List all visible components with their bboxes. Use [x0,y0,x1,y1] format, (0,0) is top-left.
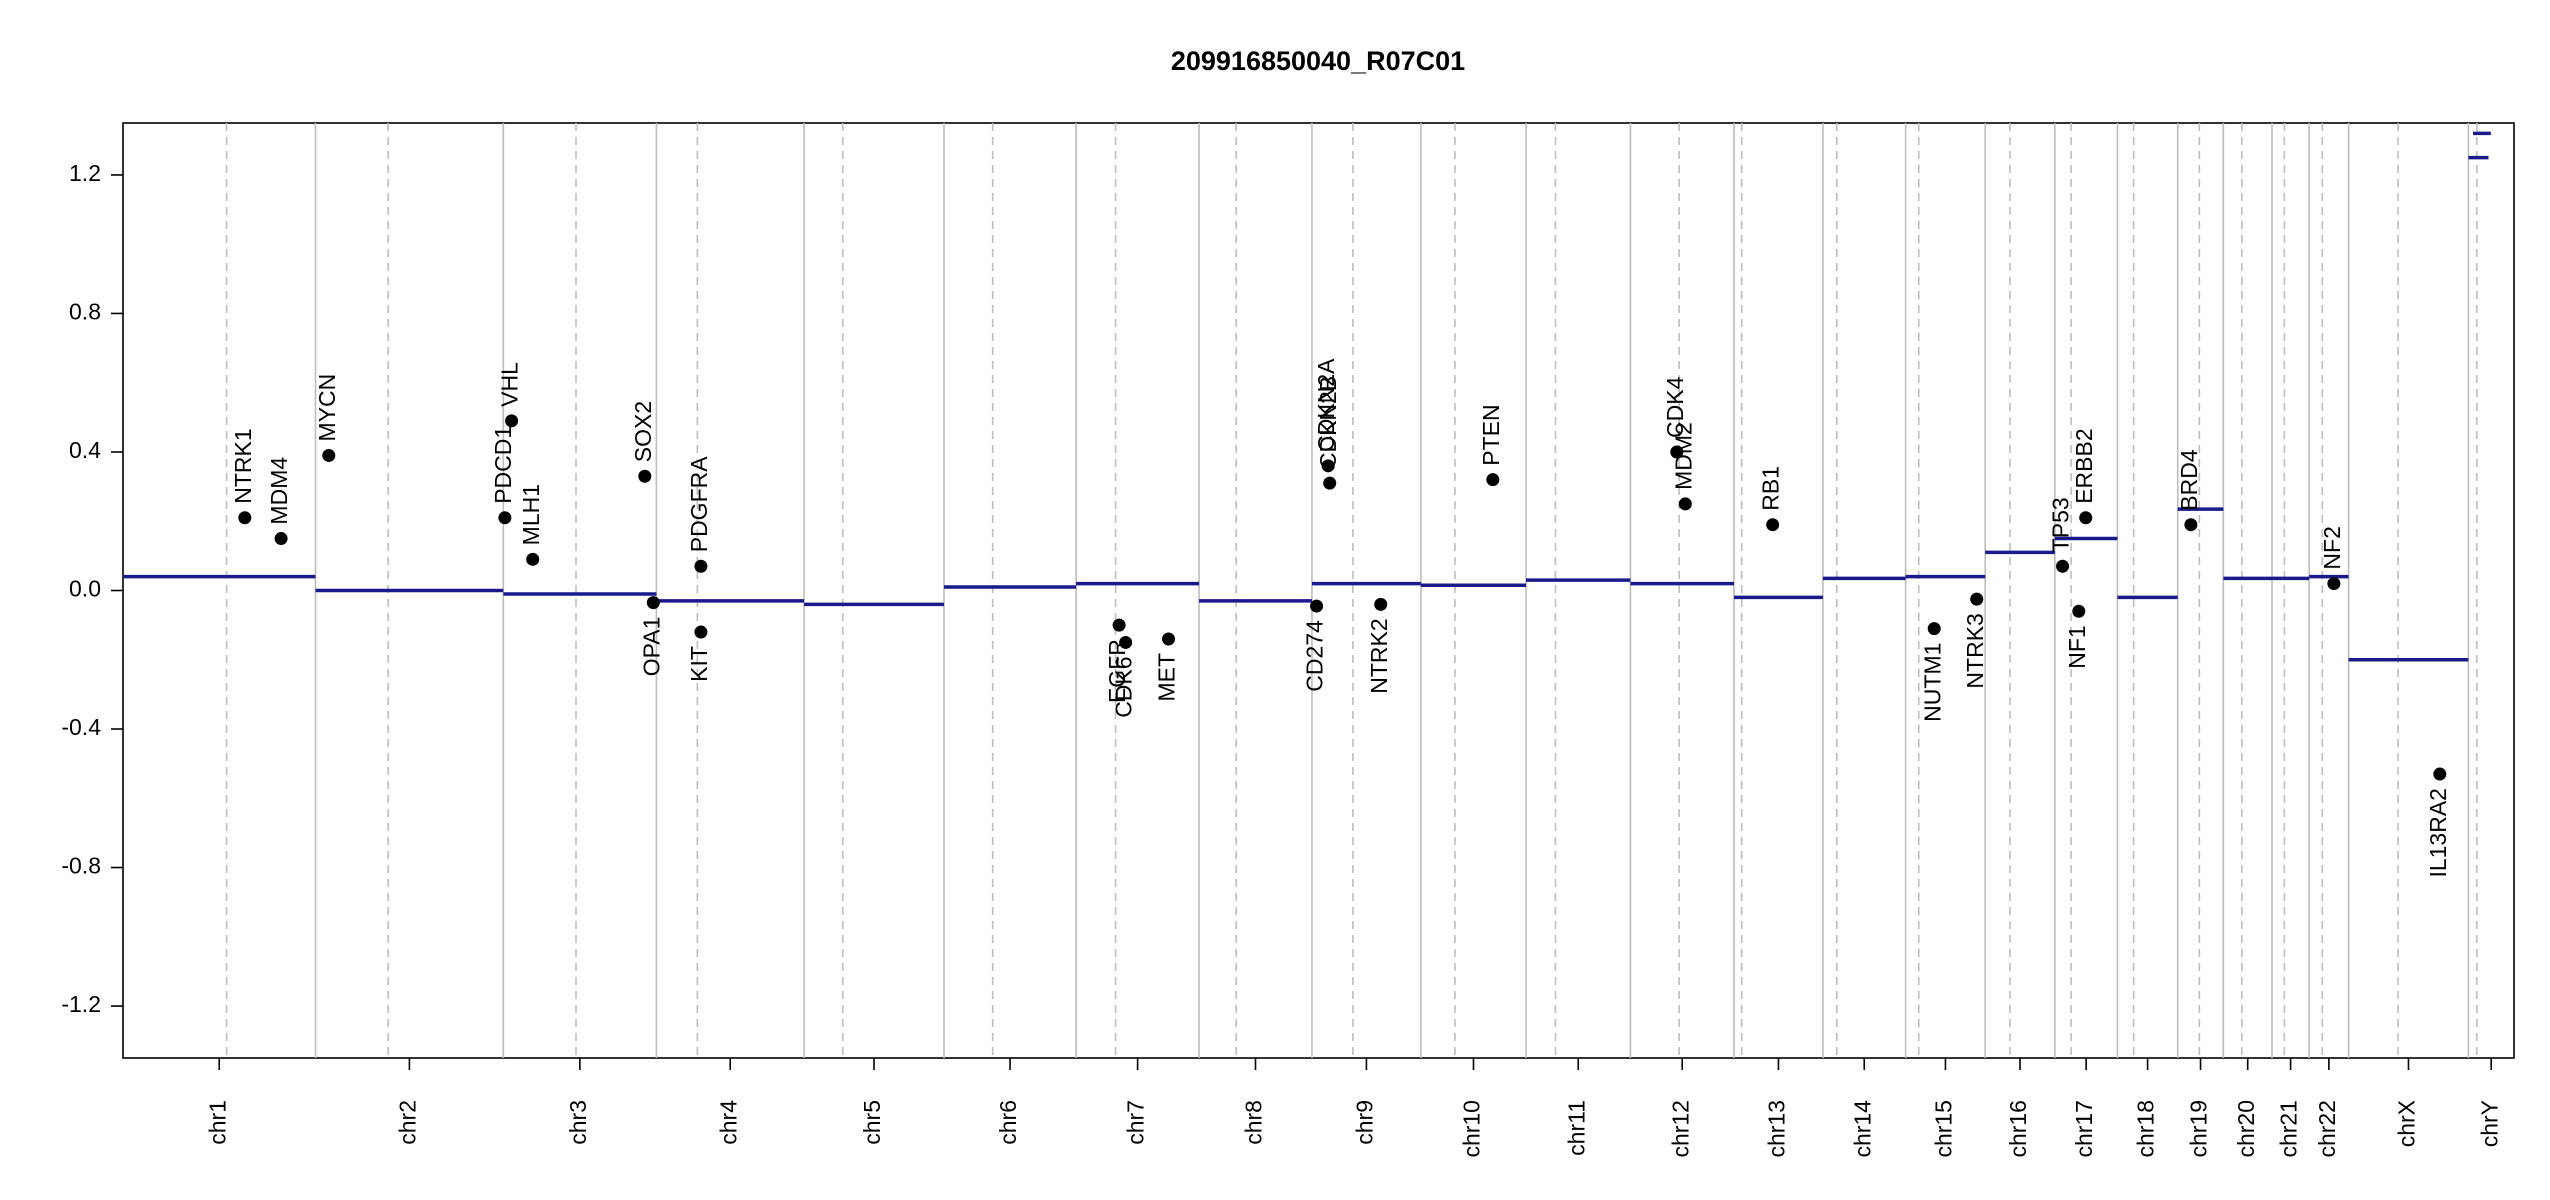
gene-label: KIT [686,646,712,682]
gene-point [526,552,540,566]
gene-point [694,559,708,573]
gene-point [1119,635,1133,649]
gene-point [2056,559,2070,573]
gene-label: MDM2 [1670,422,1696,490]
x-tick-label: chr3 [565,1100,591,1145]
gene-label: NTRK3 [1962,613,1988,688]
gene-point [694,625,708,639]
gene-point [1927,622,1941,636]
x-tick-label: chr11 [1563,1100,1589,1156]
gene-label: VHL [497,362,523,407]
gene-label: CDK4 [1662,376,1688,438]
x-tick-label: chrY [2476,1100,2502,1147]
y-tick-label: -1.2 [61,991,101,1017]
gene-label: CDKN2A [1313,358,1339,452]
gene-point [1321,459,1335,473]
y-tick-label: 0.0 [69,576,101,602]
x-tick-label: chr5 [859,1100,885,1145]
gene-label: MDM4 [266,457,292,525]
gene-point [322,448,336,462]
x-tick-label: chrX [2394,1100,2420,1147]
x-tick-label: chr1 [204,1100,230,1145]
y-tick-label: 1.2 [69,160,101,186]
gene-point [274,532,288,546]
gene-label: NF2 [2319,526,2345,569]
gene-label: OPA1 [638,617,664,677]
gene-label: CDK6 [1111,656,1137,717]
gene-label: RB1 [1758,466,1784,511]
gene-label: SOX2 [630,401,656,462]
x-tick-label: chr21 [2276,1100,2302,1158]
x-tick-label: chr22 [2314,1100,2340,1158]
y-tick-label: 0.4 [69,437,101,463]
gene-label: TP53 [2048,497,2074,552]
gene-label: CDKN2B [1315,376,1341,469]
gene-point [1323,476,1337,490]
y-tick-label: 0.8 [69,299,101,325]
x-tick-label: chr14 [1849,1100,1875,1158]
gene-label: NF1 [2064,625,2090,668]
gene-point [238,511,252,525]
y-tick-label: -0.8 [61,853,101,879]
x-tick-label: chr18 [2133,1100,2159,1158]
gene-point [2433,767,2447,781]
gene-point [1112,618,1126,632]
gene-point [498,511,512,525]
gene-point [2079,511,2093,525]
gene-point [2327,577,2341,591]
gene-label: BRD4 [2176,449,2202,511]
x-tick-label: chr9 [1352,1100,1378,1145]
gene-point [1670,445,1684,459]
x-tick-label: chr19 [2186,1100,2212,1158]
x-tick-label: chr17 [2071,1100,2097,1158]
gene-point [1678,497,1692,511]
x-tick-label: chr16 [2005,1100,2031,1158]
gene-label: EGFR [1104,639,1130,703]
gene-label: IL13RA2 [2425,788,2451,878]
x-tick-label: chr2 [394,1100,420,1145]
gene-point [1310,599,1324,613]
x-tick-label: chr8 [1241,1100,1267,1145]
x-tick-label: chr20 [2233,1100,2259,1158]
gene-label: CD274 [1302,620,1328,692]
gene-label: NTRK1 [230,428,256,503]
gene-point [1374,597,1388,611]
gene-label: PDCD1 [490,426,516,504]
gene-point [638,469,652,483]
gene-label: NUTM1 [1919,643,1945,722]
x-tick-label: chr10 [1459,1100,1485,1158]
gene-point [1766,518,1780,532]
gene-label: PDGFRA [686,456,712,553]
x-tick-label: chr12 [1667,1100,1693,1158]
gene-point [2072,604,2086,618]
chart-title: 209916850040_R07C01 [1171,46,1465,76]
gene-label: NTRK2 [1366,618,1392,693]
x-tick-label: chr7 [1123,1100,1149,1145]
x-tick-label: chr15 [1931,1100,1957,1158]
gene-point [1486,473,1500,487]
gene-label: PTEN [1478,404,1504,465]
gene-point [1162,632,1176,646]
gene-label: MET [1154,653,1180,702]
gene-label: ERBB2 [2071,428,2097,503]
gene-point [505,414,519,428]
y-tick-label: -0.4 [61,714,101,740]
gene-point [1970,592,1984,606]
gene-point [2184,518,2198,532]
gene-label: MLH1 [518,484,544,545]
x-tick-label: chr13 [1764,1100,1790,1158]
gene-point [646,596,660,610]
x-tick-label: chr6 [995,1100,1021,1145]
x-tick-label: chr4 [715,1100,741,1145]
gene-label: MYCN [314,374,340,442]
